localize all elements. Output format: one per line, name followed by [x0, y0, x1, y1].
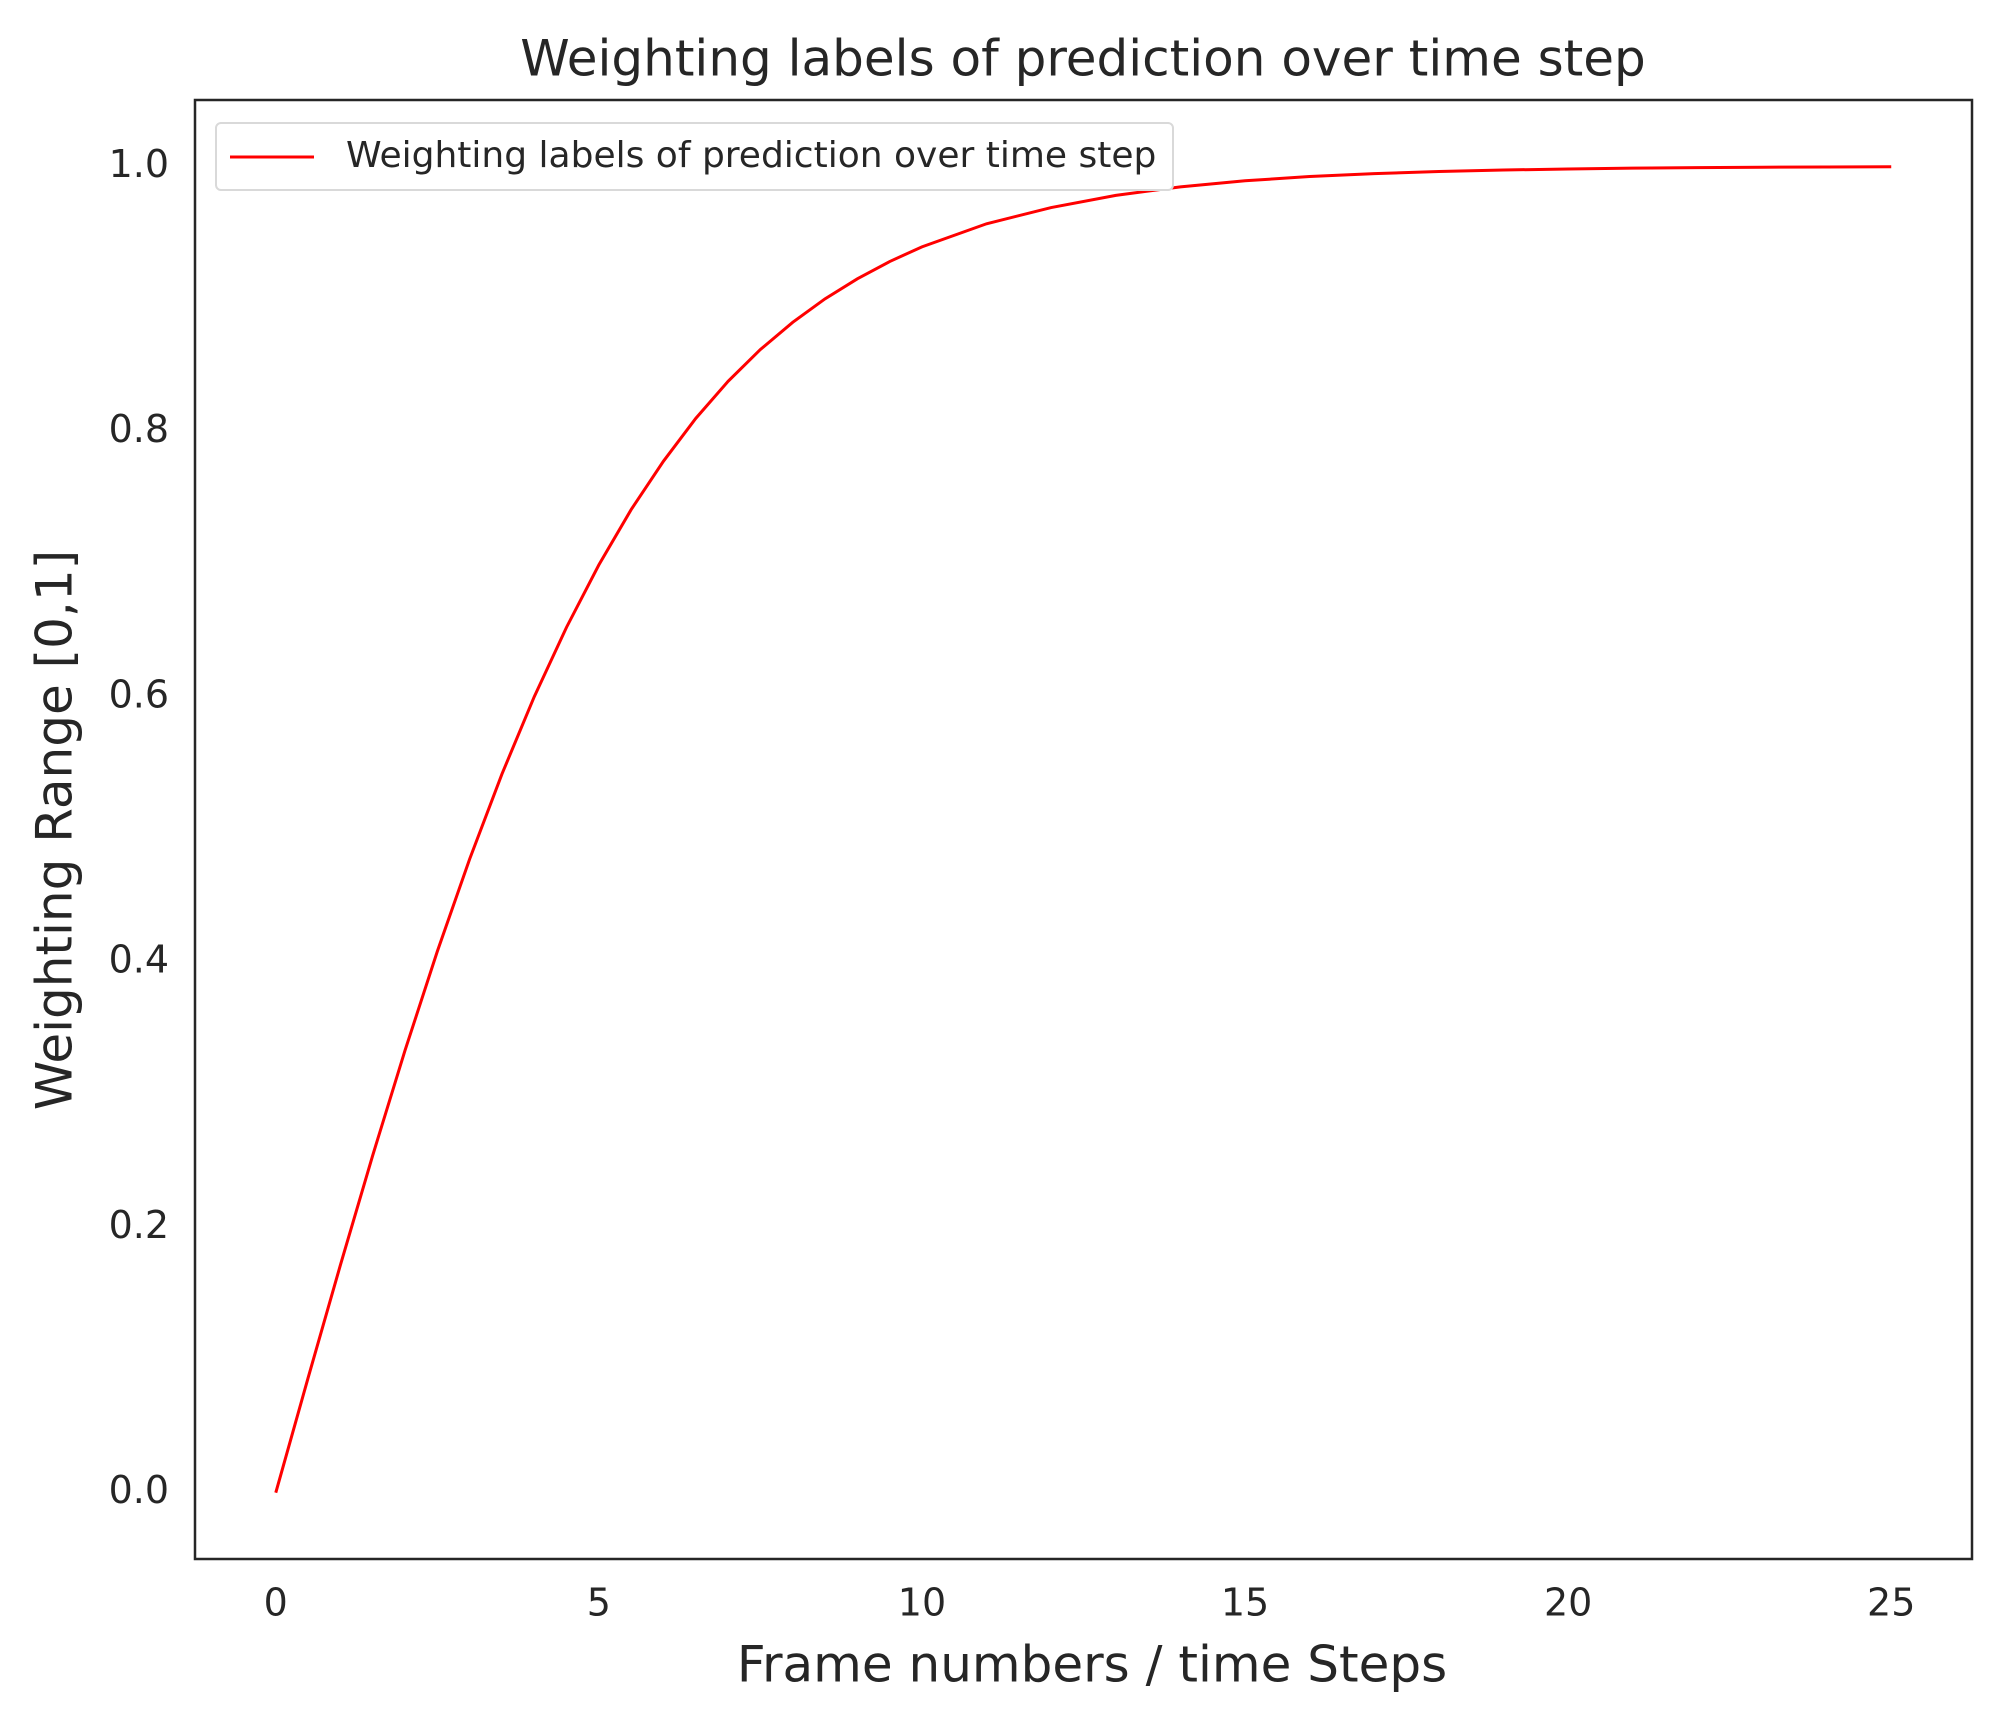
y-tick-label: 0.4 [109, 938, 169, 982]
y-tick-label: 1.0 [109, 142, 169, 186]
y-tick-label: 0.6 [109, 672, 169, 716]
data-line [274, 165, 1892, 1494]
chart-title: Weighting labels of prediction over time… [520, 30, 1646, 88]
legend-box [215, 122, 1174, 191]
x-tick-label: 15 [1221, 1581, 1269, 1625]
x-tick-label: 10 [898, 1581, 946, 1625]
x-tick-label: 25 [1867, 1581, 1915, 1625]
y-tick-label: 0.8 [109, 407, 169, 451]
x-axis-label: Frame numbers / time Steps [737, 1636, 1447, 1694]
x-tick-label: 5 [587, 1581, 611, 1625]
y-axis-label: Weighting Range [0,1] [26, 550, 84, 1110]
y-tick-label: 0.0 [109, 1468, 169, 1512]
x-tick-label: 20 [1544, 1581, 1592, 1625]
y-tick-label: 0.2 [109, 1203, 169, 1247]
legend-label: Weighting labels of prediction over time… [346, 135, 1156, 176]
plot-frame [193, 98, 1974, 1561]
x-tick-label: 0 [264, 1581, 288, 1625]
